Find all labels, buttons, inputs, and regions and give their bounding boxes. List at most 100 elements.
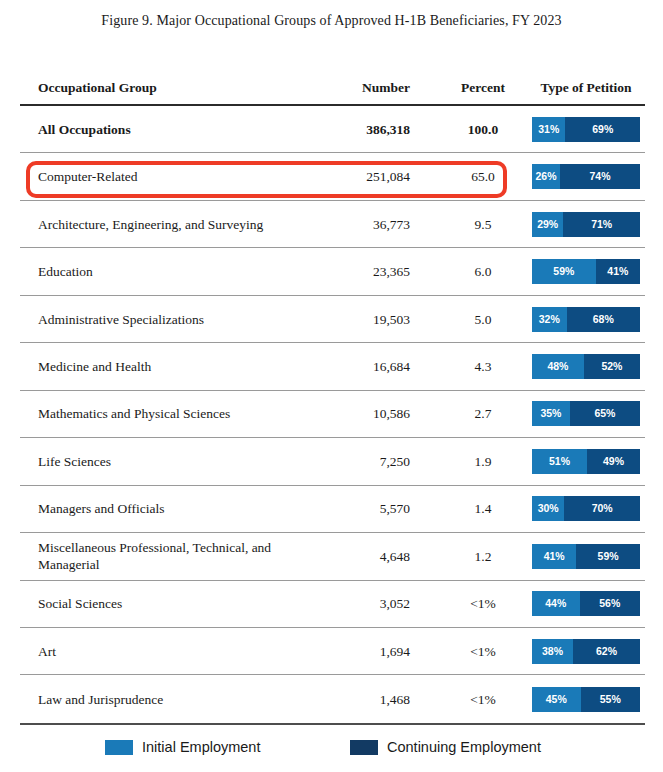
continuing-segment: 69%: [565, 117, 640, 142]
table-row: Education 23,365 6.0 59% 41%: [20, 248, 645, 295]
legend-initial-label: Initial Employment: [142, 739, 260, 755]
table-row: Computer-Related 251,084 65.0 26% 74%: [20, 153, 645, 200]
petition-bar: 31% 69%: [532, 117, 640, 142]
initial-segment: 26%: [532, 164, 560, 189]
legend-item-initial: Initial Employment: [105, 739, 260, 755]
initial-segment: 48%: [532, 354, 584, 379]
table-body: All Occupations 386,318 100.0 31% 69% Co…: [20, 106, 645, 725]
row-number: 4,648: [330, 548, 410, 565]
row-number: 1,468: [330, 691, 410, 708]
row-label: Managers and Officials: [20, 500, 330, 517]
continuing-segment: 59%: [576, 544, 640, 569]
petition-bar: 38% 62%: [532, 639, 640, 664]
initial-segment: 35%: [532, 401, 570, 426]
row-percent: 2.7: [438, 405, 528, 422]
legend-initial-swatch-icon: [105, 740, 133, 755]
header-occupational-group: Occupational Group: [20, 80, 330, 96]
initial-segment: 30%: [532, 496, 564, 521]
initial-segment: 41%: [532, 544, 576, 569]
table-row: Mathematics and Physical Sciences 10,586…: [20, 391, 645, 438]
table-header: Occupational Group Number Percent Type o…: [20, 72, 645, 106]
figure-9: Figure 9. Major Occupational Groups of A…: [0, 0, 663, 772]
row-percent: 65.0: [438, 168, 528, 185]
initial-segment: 45%: [532, 687, 581, 712]
petition-bar: 41% 59%: [532, 544, 640, 569]
row-percent: 6.0: [438, 263, 528, 280]
row-number: 7,250: [330, 453, 410, 470]
table-row: Law and Jurisprudence 1,468 <1% 45% 55%: [20, 675, 645, 722]
row-label: Life Sciences: [20, 453, 330, 470]
legend-continuing-swatch-icon: [350, 740, 378, 755]
row-number: 251,084: [330, 168, 410, 185]
initial-segment: 44%: [532, 591, 580, 616]
row-number: 16,684: [330, 358, 410, 375]
row-number: 36,773: [330, 216, 410, 233]
petition-bar: 45% 55%: [532, 687, 640, 712]
initial-segment: 31%: [532, 117, 565, 142]
petition-bar: 44% 56%: [532, 591, 640, 616]
legend-item-continuing: Continuing Employment: [350, 739, 541, 755]
header-type-of-petition: Type of Petition: [532, 80, 640, 96]
initial-segment: 29%: [532, 212, 563, 237]
continuing-segment: 52%: [584, 354, 640, 379]
header-number: Number: [330, 80, 410, 96]
continuing-segment: 70%: [564, 496, 640, 521]
row-percent: 1.4: [438, 500, 528, 517]
continuing-segment: 68%: [567, 307, 640, 332]
row-percent: <1%: [438, 595, 528, 612]
row-number: 19,503: [330, 311, 410, 328]
table-row: Life Sciences 7,250 1.9 51% 49%: [20, 438, 645, 485]
initial-segment: 51%: [532, 449, 587, 474]
row-number: 1,694: [330, 643, 410, 660]
row-percent: 1.2: [438, 548, 528, 565]
row-label: Social Sciences: [20, 595, 330, 612]
table-row: Miscellaneous Professional, Technical, a…: [20, 533, 645, 580]
continuing-segment: 56%: [580, 591, 640, 616]
continuing-segment: 71%: [563, 212, 640, 237]
row-percent: 100.0: [438, 121, 528, 138]
row-label: Mathematics and Physical Sciences: [20, 405, 330, 422]
initial-segment: 32%: [532, 307, 567, 332]
row-label: Art: [20, 643, 330, 660]
figure-title: Figure 9. Major Occupational Groups of A…: [0, 13, 663, 29]
continuing-segment: 74%: [560, 164, 640, 189]
petition-bar: 48% 52%: [532, 354, 640, 379]
row-label: All Occupations: [20, 121, 330, 138]
continuing-segment: 62%: [573, 639, 640, 664]
continuing-segment: 55%: [581, 687, 640, 712]
row-label: Miscellaneous Professional, Technical, a…: [20, 539, 330, 573]
table-row: All Occupations 386,318 100.0 31% 69%: [20, 106, 645, 153]
table-row: Medicine and Health 16,684 4.3 48% 52%: [20, 343, 645, 390]
header-percent: Percent: [438, 80, 528, 96]
table-row: Art 1,694 <1% 38% 62%: [20, 628, 645, 675]
petition-bar: 35% 65%: [532, 401, 640, 426]
petition-bar: 32% 68%: [532, 307, 640, 332]
row-label: Architecture, Engineering, and Surveying: [20, 216, 330, 233]
row-percent: 9.5: [438, 216, 528, 233]
initial-segment: 38%: [532, 639, 573, 664]
petition-bar: 29% 71%: [532, 212, 640, 237]
table-row: Social Sciences 3,052 <1% 44% 56%: [20, 581, 645, 628]
continuing-segment: 65%: [570, 401, 640, 426]
row-number: 3,052: [330, 595, 410, 612]
row-number: 5,570: [330, 500, 410, 517]
petition-bar: 59% 41%: [532, 259, 640, 284]
initial-segment: 59%: [532, 259, 596, 284]
legend: Initial Employment Continuing Employment: [0, 739, 663, 763]
legend-continuing-label: Continuing Employment: [387, 739, 541, 755]
row-number: 386,318: [330, 121, 410, 138]
petition-bar: 51% 49%: [532, 449, 640, 474]
row-label: Law and Jurisprudence: [20, 691, 330, 708]
table-row: Architecture, Engineering, and Surveying…: [20, 201, 645, 248]
continuing-segment: 41%: [596, 259, 640, 284]
row-label: Medicine and Health: [20, 358, 330, 375]
row-number: 23,365: [330, 263, 410, 280]
row-number: 10,586: [330, 405, 410, 422]
row-label: Administrative Specializations: [20, 311, 330, 328]
table-row: Administrative Specializations 19,503 5.…: [20, 296, 645, 343]
row-percent: <1%: [438, 691, 528, 708]
row-label: Computer-Related: [20, 168, 330, 185]
petition-bar: 30% 70%: [532, 496, 640, 521]
table-row: Managers and Officials 5,570 1.4 30% 70%: [20, 486, 645, 533]
row-label: Education: [20, 263, 330, 280]
